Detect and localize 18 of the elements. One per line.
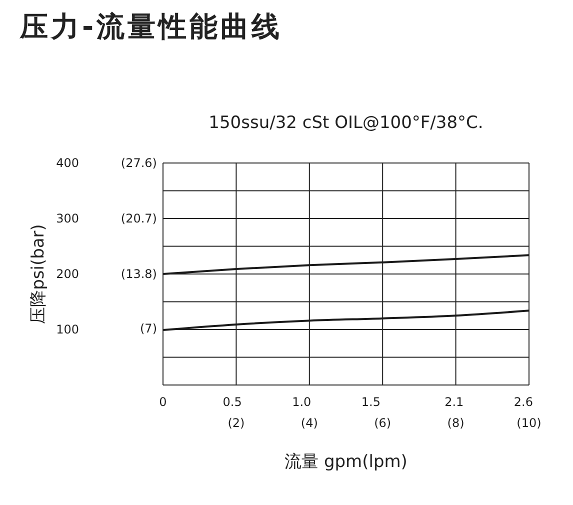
x2-tick-label: (10) xyxy=(516,416,542,430)
text: (20.7) xyxy=(120,212,157,226)
x2-tick-label: (6) xyxy=(374,416,392,430)
text: (7) xyxy=(140,322,157,336)
y-tick-label: 300 xyxy=(56,212,79,226)
y-tick-label: 200 xyxy=(56,267,79,281)
text: (13.8) xyxy=(120,267,157,281)
chart-subtitle: 150ssu/32 cSt OIL@100°F/38°C. xyxy=(208,113,484,133)
x2-tick-label: (2) xyxy=(228,416,245,430)
y-axis-title: 压降psi(bar) xyxy=(28,224,50,324)
text: (27.6) xyxy=(120,156,157,170)
chart-title: 压力-流量性能曲线 xyxy=(20,9,283,45)
x2-tick-label: (8) xyxy=(447,416,464,430)
x-axis-title: 流量 gpm(lpm) xyxy=(284,451,408,473)
x2-tick-label: (4) xyxy=(300,416,318,430)
y-tick-label: 400 xyxy=(56,156,79,170)
y-tick-label: 100 xyxy=(56,322,79,336)
x-tick-labels: 0 0.5 1.0 1.5 2.1 2.6 xyxy=(140,386,560,410)
